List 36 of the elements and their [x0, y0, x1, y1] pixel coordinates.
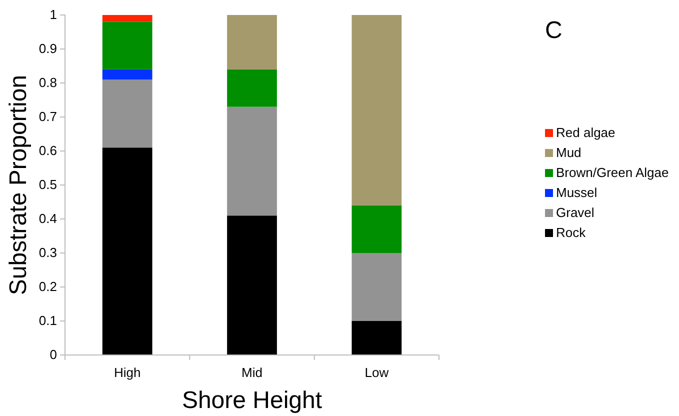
bar — [352, 253, 402, 321]
y-axis-title: Substrate Proportion — [5, 74, 32, 296]
text: C — [545, 17, 562, 44]
y-tick-label: 0 — [50, 347, 57, 362]
bar — [102, 148, 152, 355]
y-tick-label: 0.7 — [38, 109, 57, 124]
y-tick-label: 0.2 — [38, 279, 57, 294]
bar — [227, 106, 277, 216]
y-tick-label: 0.1 — [38, 313, 57, 328]
legend-label: Mussel — [556, 185, 598, 200]
legend-label: Brown/Green Algae — [556, 165, 669, 180]
bar — [102, 15, 152, 22]
legend-label: Gravel — [556, 205, 594, 220]
y-tick-label: 0.6 — [38, 143, 57, 158]
bar — [352, 15, 402, 206]
bar — [352, 321, 402, 355]
y-tick-label: 0.9 — [38, 41, 57, 56]
y-tick-label: 0.4 — [38, 211, 57, 226]
bar — [227, 69, 277, 107]
x-axis-title: Shore Height — [182, 387, 322, 414]
bar — [102, 22, 152, 70]
bar — [352, 205, 402, 253]
legend-label: Red algae — [556, 125, 616, 140]
bar — [227, 15, 277, 70]
y-tick-label: 0.8 — [38, 75, 57, 90]
y-tick-label: 0.5 — [38, 177, 57, 192]
bar — [102, 80, 152, 148]
legend-label: Mud — [556, 145, 582, 160]
x-tick-label: Low — [364, 365, 390, 380]
x-tick-label: High — [114, 365, 141, 380]
legend-label: Rock — [556, 225, 586, 240]
bar — [102, 69, 152, 80]
y-tick-label: 1 — [50, 7, 57, 22]
y-tick-label: 0.3 — [38, 245, 57, 260]
x-tick-label: Mid — [242, 365, 262, 380]
bar — [227, 216, 277, 355]
